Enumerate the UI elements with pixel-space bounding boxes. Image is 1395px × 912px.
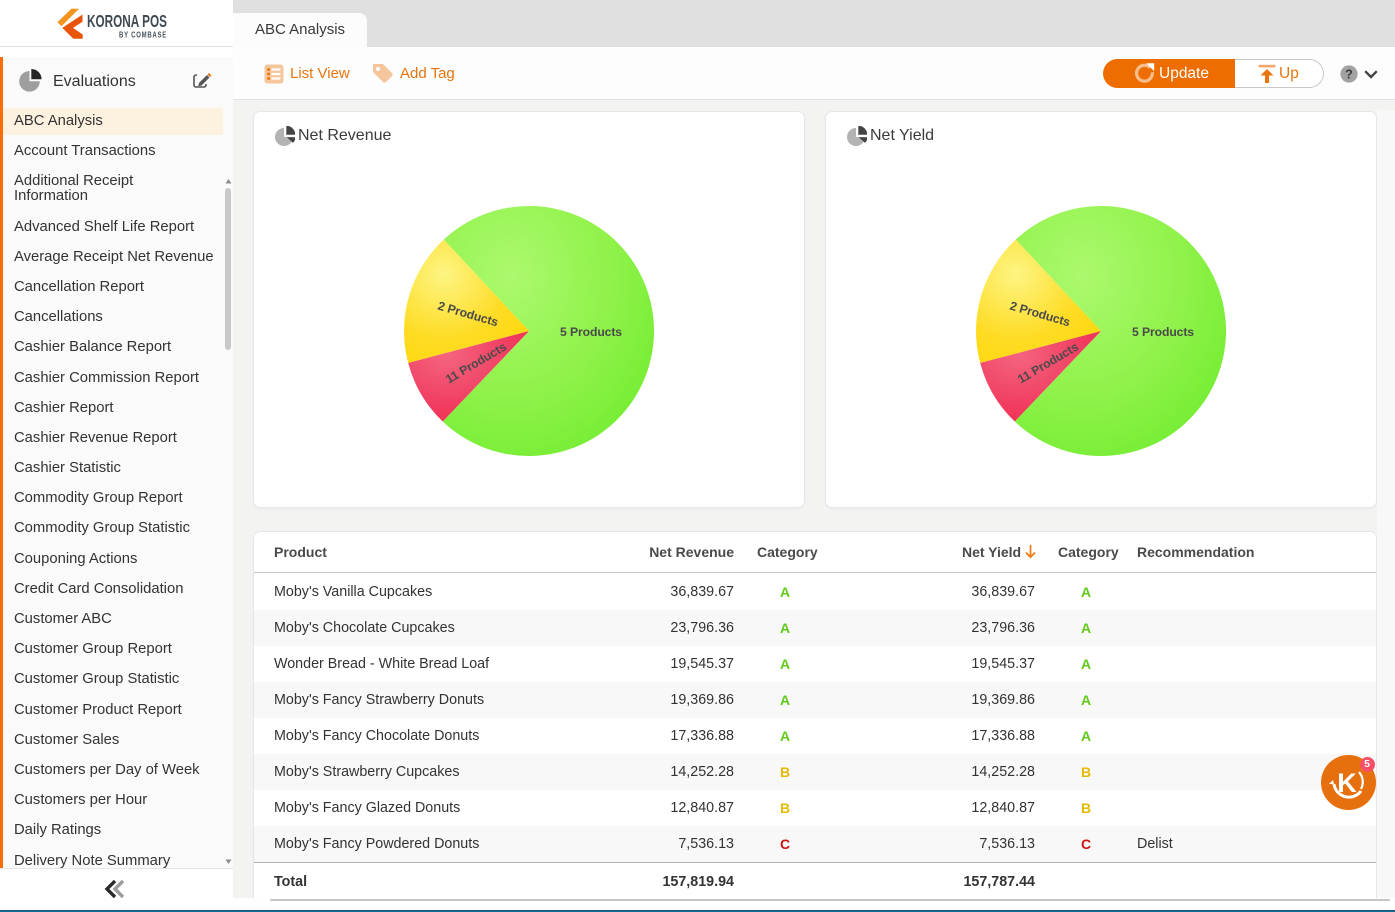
svg-text:BY COMBASE: BY COMBASE	[119, 31, 167, 40]
svg-text:KORONA POS: KORONA POS	[87, 11, 167, 31]
svg-text:?: ?	[1345, 67, 1353, 81]
svg-text:Evaluations: Evaluations	[53, 73, 136, 90]
svg-text:K: K	[1337, 768, 1357, 798]
